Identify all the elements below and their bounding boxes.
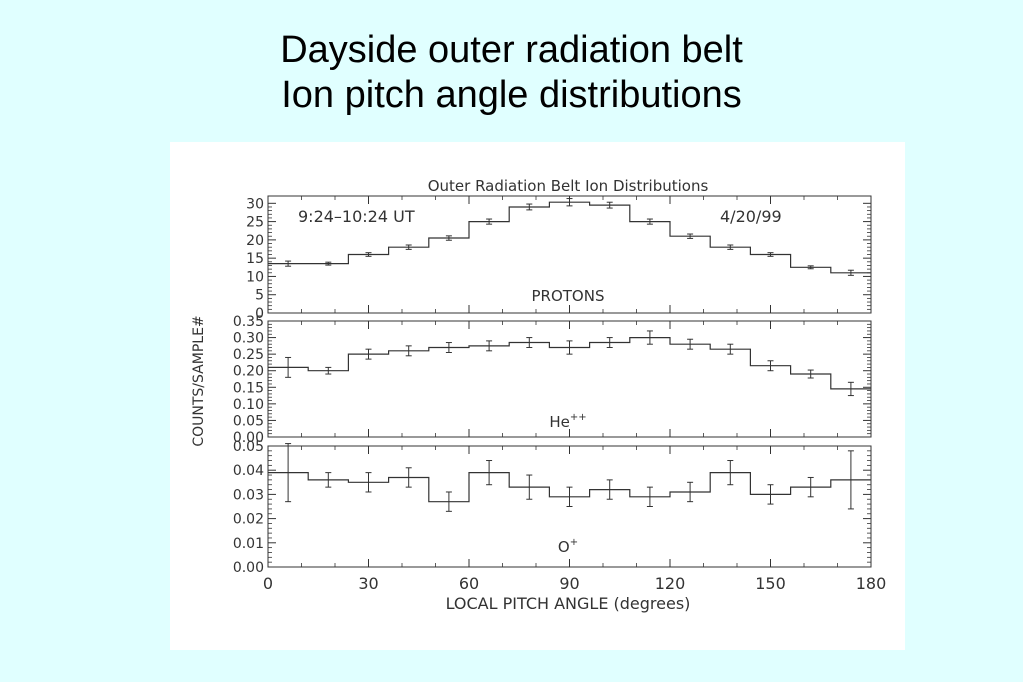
x-tick-label: 90 <box>559 574 579 593</box>
y-tick-label: 25 <box>246 215 264 231</box>
x-tick-label: 60 <box>459 574 479 593</box>
y-axis-label: COUNTS/SAMPLE# <box>191 315 207 446</box>
y-tick-label: 0.25 <box>233 347 264 363</box>
y-tick-label: 20 <box>246 233 264 249</box>
y-tick-label: 0.03 <box>233 487 264 503</box>
x-tick-label: 180 <box>856 574 887 593</box>
y-tick-label: 5 <box>255 288 264 304</box>
y-tick-label: 0 <box>255 306 264 322</box>
y-tick-label: 0.35 <box>233 314 264 330</box>
x-tick-label: 0 <box>263 574 273 593</box>
y-tick-label: 0.10 <box>233 397 264 413</box>
slide-title: Dayside outer radiation belt Ion pitch a… <box>0 28 1023 118</box>
y-tick-label: 0.05 <box>233 439 264 455</box>
x-axis-label: LOCAL PITCH ANGLE (degrees) <box>446 594 691 613</box>
y-tick-label: 0.15 <box>233 380 264 396</box>
panel-label-he: He++ <box>549 412 586 431</box>
panel-label-protons: PROTONS <box>532 287 605 305</box>
y-tick-label: 0.00 <box>233 560 264 576</box>
panel-label-oxygen: O+ <box>558 537 578 556</box>
y-tick-label: 0.05 <box>233 413 264 429</box>
slide-title-line2: Ion pitch angle distributions <box>281 74 742 116</box>
chart-title: Outer Radiation Belt Ion Distributions <box>428 177 709 195</box>
figure-box <box>170 142 905 650</box>
y-tick-label: 0.30 <box>233 331 264 347</box>
date-label: 4/20/99 <box>720 207 782 226</box>
y-tick-label: 0.04 <box>233 463 264 479</box>
y-tick-label: 0.01 <box>233 536 264 552</box>
y-tick-label: 0.02 <box>233 512 264 528</box>
x-tick-label: 150 <box>755 574 786 593</box>
y-tick-label: 10 <box>246 269 264 285</box>
y-tick-label: 0.20 <box>233 364 264 380</box>
x-tick-label: 30 <box>358 574 378 593</box>
x-tick-label: 120 <box>655 574 686 593</box>
slide-title-line1: Dayside outer radiation belt <box>280 29 743 71</box>
y-tick-label: 0.00 <box>233 430 264 446</box>
y-tick-label: 15 <box>246 251 264 267</box>
y-tick-label: 30 <box>246 196 264 212</box>
time-range-label: 9:24–10:24 UT <box>298 207 415 226</box>
histogram-step-line <box>268 201 871 274</box>
